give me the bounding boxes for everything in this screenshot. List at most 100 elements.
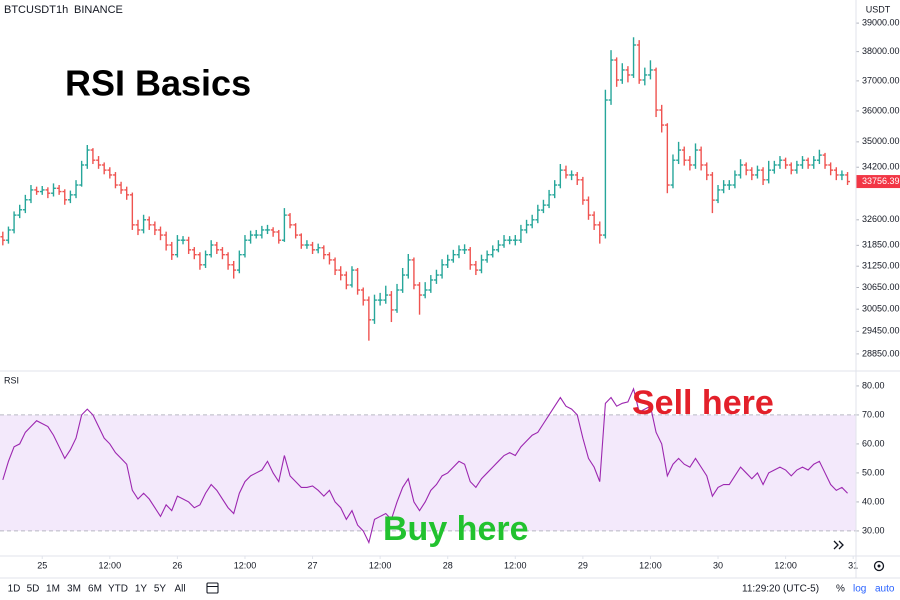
ohlc-bar [648,60,653,80]
ohlc-bar [800,156,805,169]
ohlc-bar [84,144,90,169]
ohlc-bar [788,162,794,175]
ohlc-bar [439,259,445,279]
range-button[interactable]: 1Y [135,584,148,595]
y-tick-label: 29450.00 [862,326,900,336]
percent-toggle[interactable]: % [836,584,845,595]
scroll-to-latest[interactable] [833,540,844,550]
indicator-label: RSI [4,375,19,385]
x-tick-label: 12:00 [234,560,257,570]
x-tick-label: 27 [308,560,318,570]
x-tick-label: 12:00 [99,560,122,570]
ohlc-bar [636,40,642,84]
rsi-line [2,387,848,545]
ohlc-bar [687,156,693,171]
ohlc-bar [259,225,265,239]
ohlc-bar [220,247,225,260]
range-button[interactable]: 1M [46,584,60,595]
y-tick-label: 34200.00 [862,162,900,172]
ohlc-bar [535,204,541,224]
ohlc-bar [118,181,124,194]
x-tick-label: 12:00 [774,560,797,570]
log-toggle[interactable]: log [853,584,866,595]
y-tick-label: 60.00 [862,438,885,448]
ohlc-bar [383,285,389,304]
ohlc-bar [51,183,56,197]
ohlc-bar [197,252,203,270]
ohlc-bar [6,226,11,244]
ohlc-bar [349,266,355,288]
ohlc-bar [422,282,428,299]
ohlc-bar [664,123,670,194]
ohlc-bar [580,176,586,205]
range-button[interactable]: 3M [67,584,81,595]
ohlc-bar [236,250,242,274]
y-tick-label: 30050.00 [862,304,900,314]
ohlc-bar [698,146,704,171]
ohlc-bar [96,156,101,169]
ohlc-bar [828,162,834,176]
ohlc-bar [34,186,40,195]
panes: 25 12:00 26 12:00 27 12:00 28 12:00 29 12:00 30 12:… [0,17,900,570]
ohlc-bar [490,245,496,258]
clock[interactable]: 11:29:20 (UTC-5) [742,584,819,595]
ohlc-bar [563,165,569,179]
range-button[interactable]: YTD [108,584,128,595]
ohlc-bar [501,235,507,248]
ohlc-bar [557,164,563,189]
range-button[interactable]: 5Y [154,584,167,595]
ohlc-bar [631,37,636,78]
date-range-icon[interactable] [206,582,219,594]
ohlc-bar [39,186,45,195]
range-button[interactable]: 1D [8,584,21,595]
range-button[interactable]: 6M [88,584,102,595]
ohlc-bar [163,231,169,251]
annotation: Buy here [383,510,529,548]
ohlc-bar [90,148,96,165]
ohlc-bar [56,185,62,195]
ohlc-bar [338,266,344,281]
y-tick-label: 37000.00 [862,75,900,85]
settings-gear[interactable] [873,560,885,572]
ohlc-bar [141,214,147,234]
y-tick-label: 80.00 [862,380,885,390]
ohlc-bar [180,236,186,245]
ohlc-bar [822,152,828,169]
ohlc-bar [743,162,749,176]
ohlc-bar [434,269,439,284]
ohlc-bar [174,235,180,258]
ohlc-bar [766,160,772,184]
ohlc-bar [208,240,214,258]
ohlc-bar [135,219,141,236]
range-button[interactable]: All [174,584,185,595]
ohlc-bar [642,67,648,86]
symbol[interactable]: BTCUSDT [4,4,56,16]
ohlc-bar [186,236,192,254]
ohlc-bar [101,162,107,175]
ohlc-bar [771,160,777,174]
x-tick-label: 12:00 [504,560,527,570]
ohlc-bar [721,180,727,194]
ohlc-bar [529,214,535,229]
ohlc-bar [152,221,158,236]
rsi-band [0,414,856,531]
ohlc-bar [281,208,287,242]
y-tick-label: 39000.00 [862,17,900,27]
ohlc-bar [265,224,270,235]
ohlc-bar [355,267,361,295]
ohlc-bar [726,180,732,190]
ohlc-bar [287,213,293,229]
ohlc-bar [619,63,625,84]
ohlc-bar [405,253,411,279]
auto-toggle[interactable]: auto [875,584,895,595]
ohlc-bar [760,167,766,186]
ohlc-bar [805,157,811,169]
range-toolbar: 1D 5D 1M 3M 6M YTD 1Y 5Y All [8,584,186,595]
ohlc-bar [586,196,591,220]
ohlc-bar [541,199,546,214]
range-button[interactable]: 5D [27,584,40,595]
ohlc-bar [22,194,28,214]
calendar-icon[interactable] [206,582,219,594]
settings-icon[interactable] [873,560,885,572]
interval[interactable]: 1h [56,4,68,16]
